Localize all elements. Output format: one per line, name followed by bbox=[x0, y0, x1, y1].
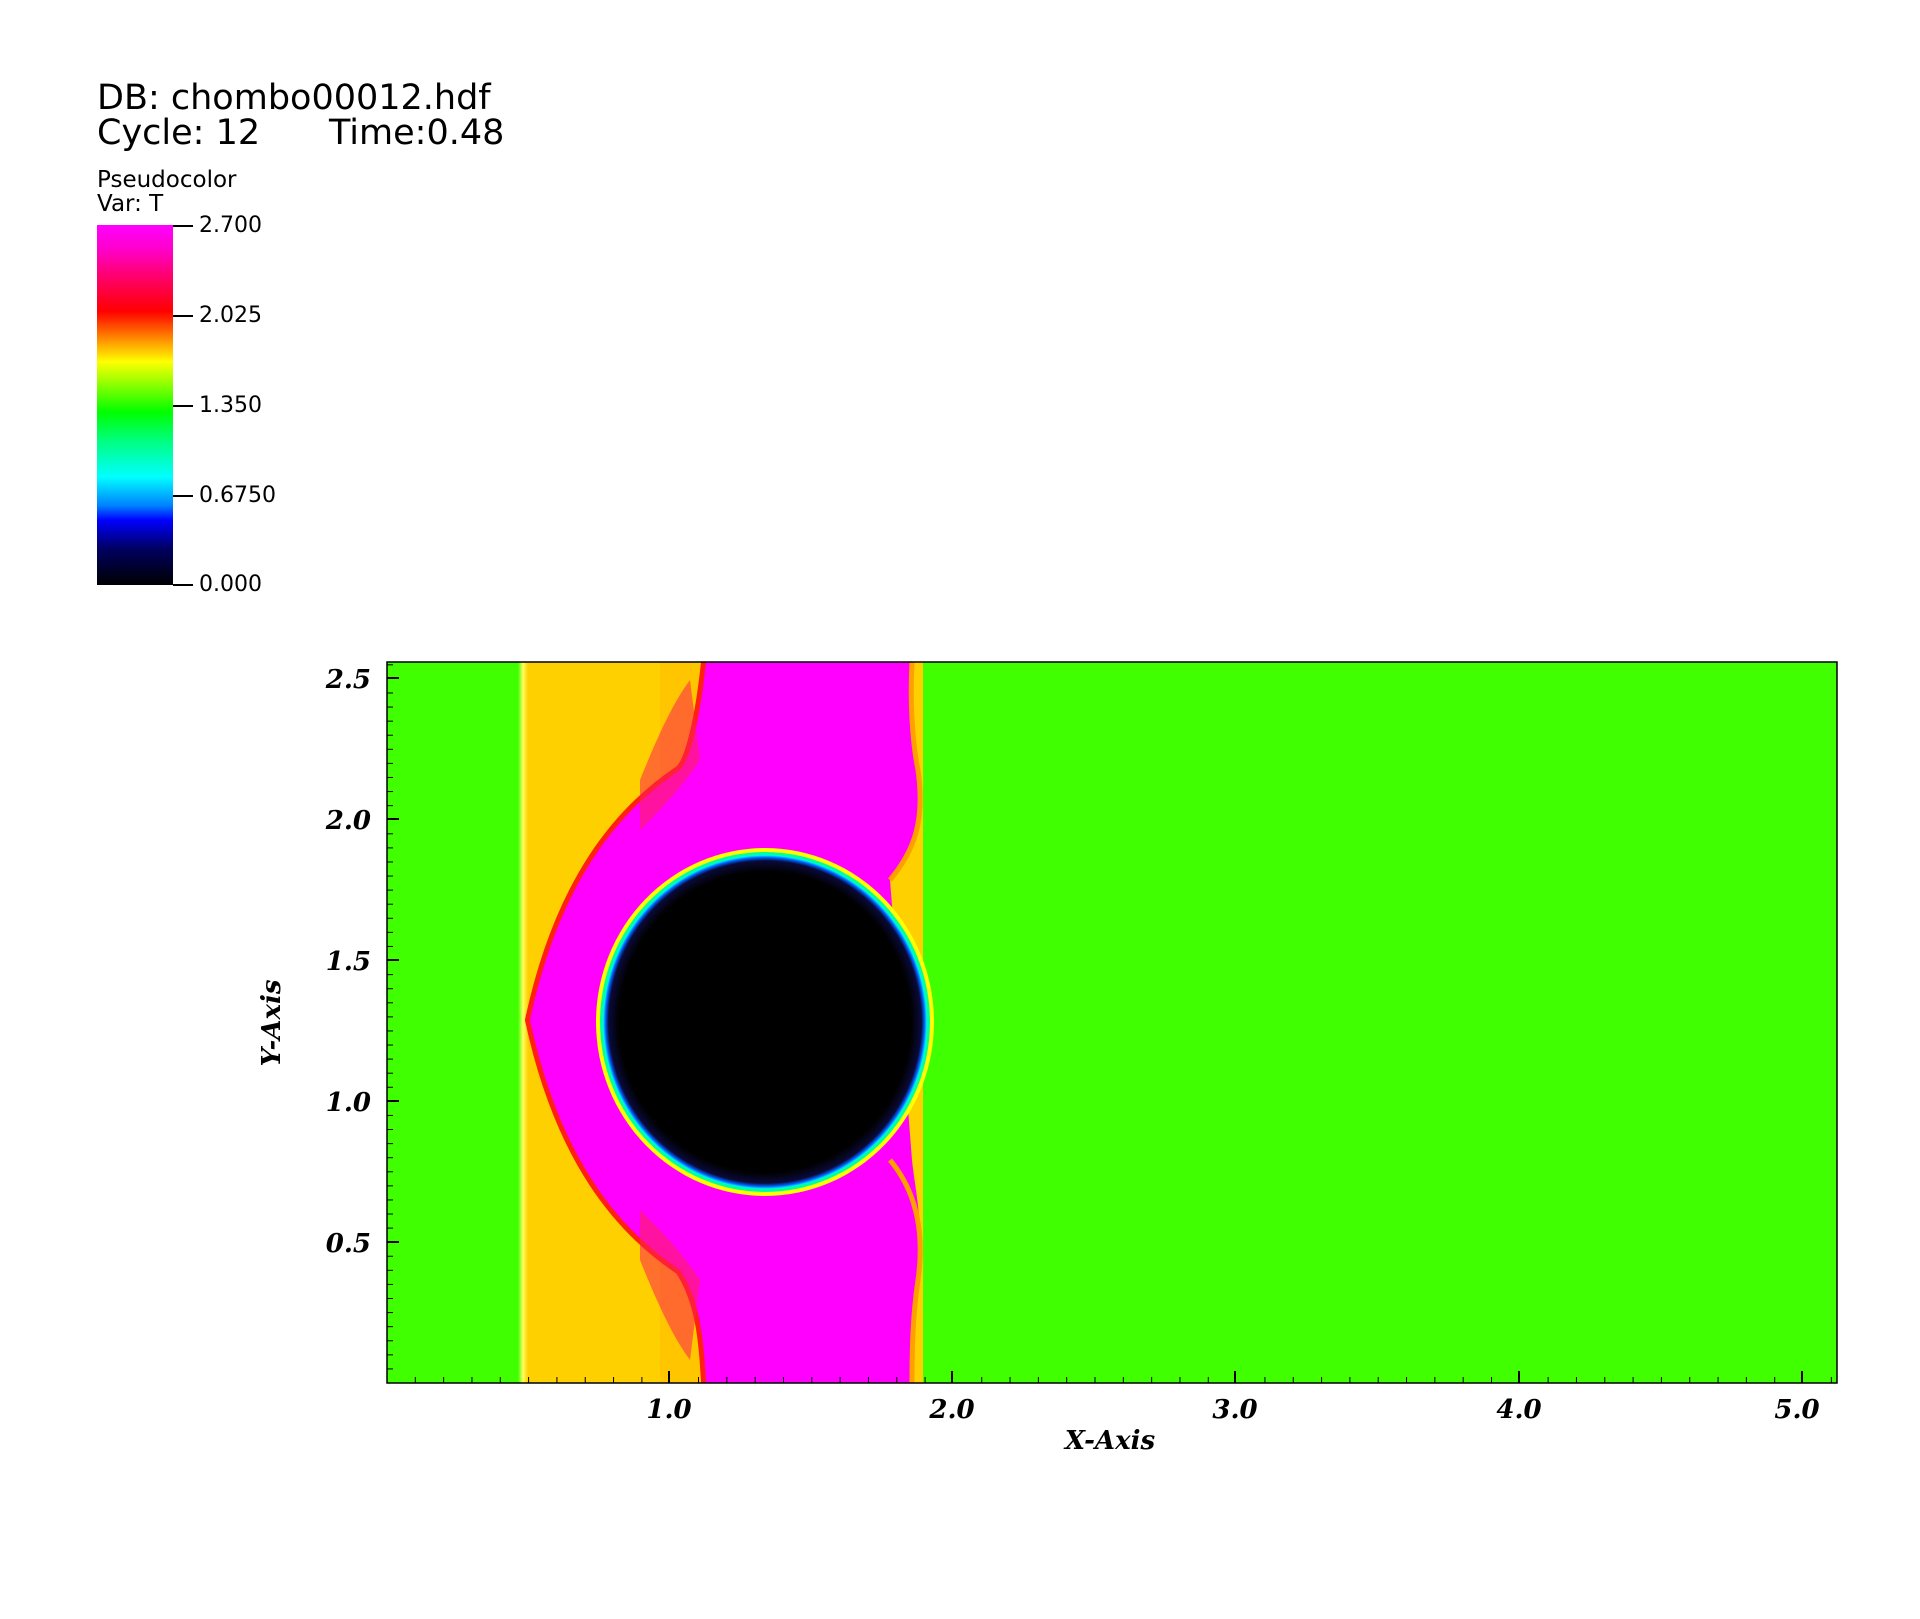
x-tick-label: 4.0 bbox=[1496, 1395, 1541, 1425]
x-tick-label: 1.0 bbox=[646, 1395, 691, 1425]
x-minor-ticks bbox=[414, 1377, 1832, 1383]
colorbar-label: 0.6750 bbox=[199, 483, 276, 508]
triple-point-lower bbox=[640, 1210, 700, 1360]
database-label: DB: chombo00012.hdf bbox=[97, 78, 491, 118]
plot-frame bbox=[386, 661, 1838, 1384]
legend-variable: Var: T bbox=[97, 191, 164, 217]
x-tick-label: 3.0 bbox=[1212, 1395, 1257, 1425]
colorbar-tick bbox=[173, 315, 193, 317]
triple-point-upper bbox=[640, 680, 700, 830]
colorbar-label: 2.025 bbox=[199, 303, 262, 328]
y-tick-label: 0.5 bbox=[326, 1229, 371, 1259]
colorbar-label: 1.350 bbox=[199, 393, 262, 418]
cold-bubble bbox=[603, 855, 927, 1189]
x-tick-label: 5.0 bbox=[1774, 1395, 1819, 1425]
y-minor-ticks bbox=[387, 664, 393, 1370]
y-tick-label: 2.5 bbox=[325, 665, 371, 695]
colorbar-tick bbox=[173, 405, 193, 407]
cycle-label: Cycle: 12 bbox=[97, 113, 261, 153]
colorbar bbox=[97, 225, 173, 585]
colorbar-label-max: 2.700 bbox=[199, 213, 262, 238]
x-axis-title: X-Axis bbox=[1063, 1426, 1156, 1456]
x-tick-label: 2.0 bbox=[928, 1395, 974, 1425]
y-axis-title: Y-Axis bbox=[257, 979, 287, 1066]
reflected-shock-front bbox=[888, 662, 923, 1383]
field-image bbox=[387, 662, 1837, 1383]
y-tick-label: 1.0 bbox=[326, 1088, 371, 1118]
incident-shock-front bbox=[518, 662, 528, 1383]
time-label: Time:0.48 bbox=[329, 113, 505, 153]
colorbar-tick bbox=[173, 584, 193, 586]
y-tick-label: 1.5 bbox=[326, 947, 371, 977]
legend-title: Pseudocolor bbox=[97, 167, 237, 193]
y-tick-label: 2.0 bbox=[325, 806, 371, 836]
colorbar-label-min: 0.000 bbox=[199, 572, 262, 597]
colorbar-tick bbox=[173, 225, 193, 227]
colorbar-tick bbox=[173, 495, 193, 497]
cycle-time-line: Cycle: 12 Time:0.48 bbox=[97, 113, 504, 153]
